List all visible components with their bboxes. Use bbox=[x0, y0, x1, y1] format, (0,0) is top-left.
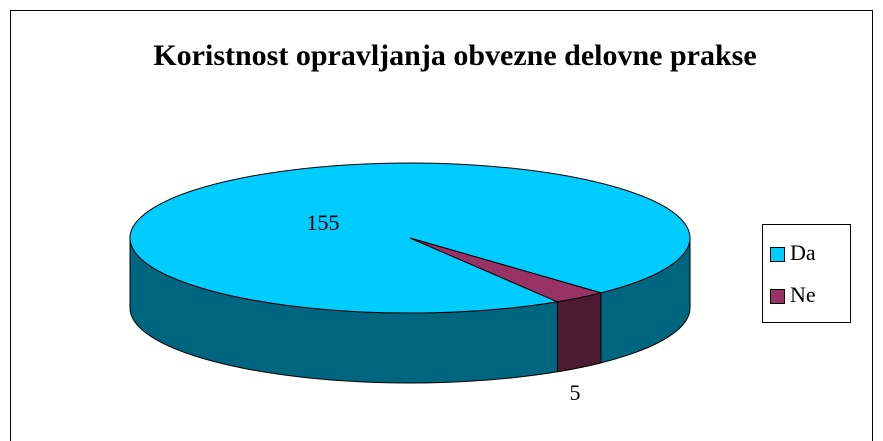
legend-label: Ne bbox=[790, 282, 816, 307]
legend-swatch bbox=[770, 289, 785, 304]
legend-box bbox=[762, 224, 851, 323]
data-label: 5 bbox=[570, 380, 581, 405]
pie-side bbox=[556, 292, 602, 373]
chart-title: Koristnost opravljanja obvezne delovne p… bbox=[153, 39, 756, 72]
data-label: 155 bbox=[307, 210, 340, 235]
legend-swatch bbox=[770, 247, 785, 262]
pie-slice bbox=[409, 237, 603, 303]
legend-label: Da bbox=[790, 240, 816, 265]
